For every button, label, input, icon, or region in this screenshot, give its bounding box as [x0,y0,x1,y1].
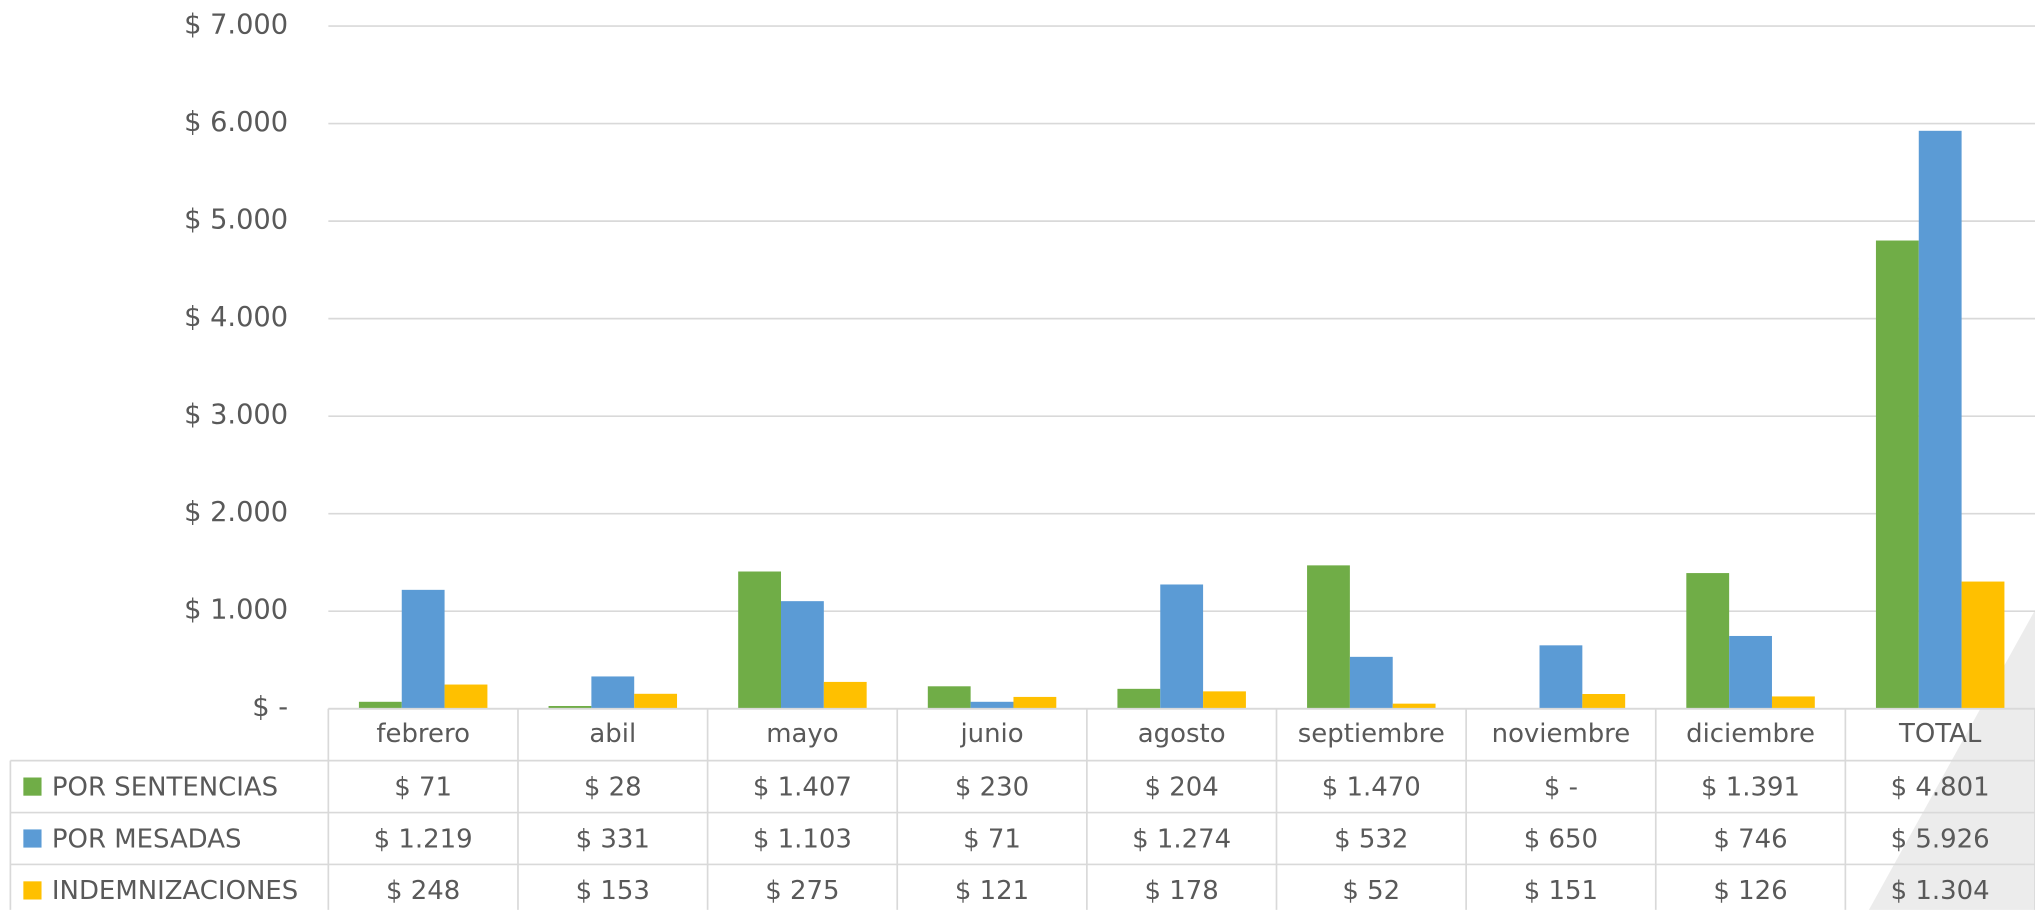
value-label: $ 204 [1145,772,1219,802]
legend-label: POR SENTENCIAS [52,772,278,802]
value-label: $ 1.103 [753,824,852,854]
bar [1349,656,1393,709]
value-label: $ 4.801 [1891,772,1990,802]
legend-key [23,881,42,900]
category-label: noviembre [1492,719,1631,749]
value-label: $ 248 [386,876,460,906]
category-label: TOTAL [1898,719,1982,749]
bar [548,705,592,709]
value-label: $ 71 [394,772,452,802]
category-label: agosto [1138,719,1226,749]
y-tick-label: $ 1.000 [184,595,288,626]
bar [1392,703,1436,709]
y-tick-label: $ 2.000 [184,497,288,528]
value-label: $ 532 [1334,824,1408,854]
value-label: $ 153 [576,876,650,906]
bar [1875,240,1919,709]
bar [1918,130,1962,709]
value-label: $ 126 [1713,876,1787,906]
bar [1582,694,1626,709]
bar [1307,565,1350,709]
bar [358,701,402,709]
value-label: $ 650 [1524,824,1598,854]
bar [781,601,824,709]
value-label: $ 1.391 [1701,772,1800,802]
value-label: $ 5.926 [1891,824,1990,854]
bar [970,701,1014,709]
value-label: $ 746 [1713,824,1787,854]
value-label: $ 71 [963,824,1021,854]
bar [1117,688,1161,709]
value-label: $ 1.470 [1322,772,1421,802]
category-label: abil [589,719,636,749]
value-label: $ 151 [1524,876,1598,906]
legend-key [23,777,42,796]
value-label: $ 1.407 [753,772,852,802]
value-label: $ 52 [1342,876,1400,906]
category-label: diciembre [1686,719,1815,749]
bar [927,686,971,709]
value-label: $ 178 [1145,876,1219,906]
value-label: $ - [1544,772,1578,802]
bar [1203,691,1246,709]
category-label: septiembre [1298,719,1445,749]
bar [1961,581,2005,709]
value-label: $ 1.304 [1891,876,1990,906]
bar [591,676,635,709]
bar [1686,573,1730,709]
value-label: $ 1.219 [374,824,473,854]
bar [401,589,445,709]
y-tick-label: $ - [252,692,288,723]
bar [1013,696,1057,709]
bar [1771,696,1815,709]
bar [444,684,488,709]
y-tick-label: $ 4.000 [184,302,288,333]
category-label: febrero [376,719,470,749]
value-label: $ 331 [576,824,650,854]
y-tick-label: $ 5.000 [184,205,288,236]
bar [1160,584,1204,709]
value-label: $ 28 [584,772,642,802]
bar [1729,635,1772,709]
legend-label: INDEMNIZACIONES [52,876,298,906]
bar [823,681,867,709]
y-tick-label: $ 3.000 [184,400,288,431]
bar [634,693,678,709]
bar [1539,645,1583,709]
value-label: $ 230 [955,772,1029,802]
value-label: $ 121 [955,876,1029,906]
y-tick-label: $ 6.000 [184,107,288,138]
category-label: junio [959,719,1023,749]
value-label: $ 1.274 [1132,824,1231,854]
y-tick-label: $ 7.000 [184,10,288,41]
bar [738,571,782,709]
value-label: $ 275 [765,876,839,906]
legend-label: POR MESADAS [52,824,242,854]
category-label: mayo [766,719,838,749]
legend-key [23,829,42,848]
